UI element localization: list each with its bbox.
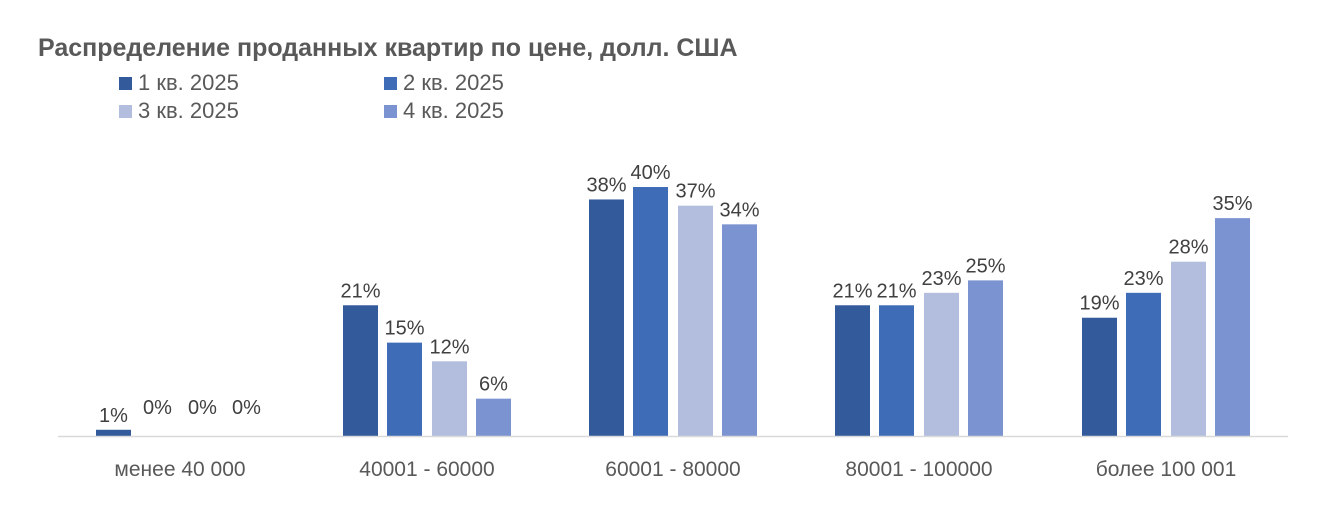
data-label: 21% [832,280,872,302]
data-label: 38% [586,174,626,196]
bars: 1%21%38%21%19%0%15%40%21%23%0%12%37%23%2… [96,162,1253,436]
bar [387,342,422,436]
legend-swatch [119,77,132,90]
data-label: 0% [232,397,261,419]
bar [678,205,713,436]
bar [343,305,378,436]
data-label: 12% [429,336,469,358]
data-label: 0% [188,397,217,419]
bar [96,429,131,436]
data-label: 37% [675,181,715,203]
data-label: 35% [1212,193,1252,215]
data-label: 28% [1168,237,1208,259]
data-label: 23% [1123,268,1163,290]
legend-label: 3 кв. 2025 [138,98,239,123]
category-label: более 100 001 [1096,458,1237,481]
data-label: 15% [384,318,424,340]
legend-swatch [119,105,132,118]
legend: 1 кв. 2025 2 кв. 2025 3 кв. 2025 4 кв. 2025 [119,70,504,123]
category-labels: менее 40 000 40001 - 60000 60001 - 80000 80… [114,458,1236,481]
category-label: 40001 - 60000 [359,458,494,481]
chart-title: Распределение проданных квартир по цене,… [38,34,738,62]
bar [835,305,870,436]
bar [1082,317,1117,436]
bar [589,199,624,436]
data-label: 21% [340,280,380,302]
data-label: 6% [479,374,508,396]
bar [1215,218,1250,436]
bar [722,224,757,436]
category-label: менее 40 000 [114,458,245,481]
legend-swatch [384,105,397,118]
legend-label: 4 кв. 2025 [403,98,504,123]
category-label: 80001 - 100000 [845,458,992,481]
bar [476,398,511,436]
bar [968,280,1003,436]
bar [633,187,668,436]
bar [1171,261,1206,436]
bar [924,292,959,436]
data-label: 40% [630,162,670,184]
bar [432,361,467,436]
bar [1126,292,1161,436]
legend-label: 1 кв. 2025 [138,70,239,95]
legend-swatch [384,77,397,90]
data-label: 0% [143,397,172,419]
category-label: 60001 - 80000 [605,458,740,481]
data-label: 1% [99,405,128,427]
legend-label: 2 кв. 2025 [403,70,504,95]
data-label: 25% [965,255,1005,277]
data-label: 34% [719,199,759,221]
data-label: 23% [921,268,961,290]
data-label: 19% [1079,293,1119,315]
bar [879,305,914,436]
data-label: 21% [876,280,916,302]
